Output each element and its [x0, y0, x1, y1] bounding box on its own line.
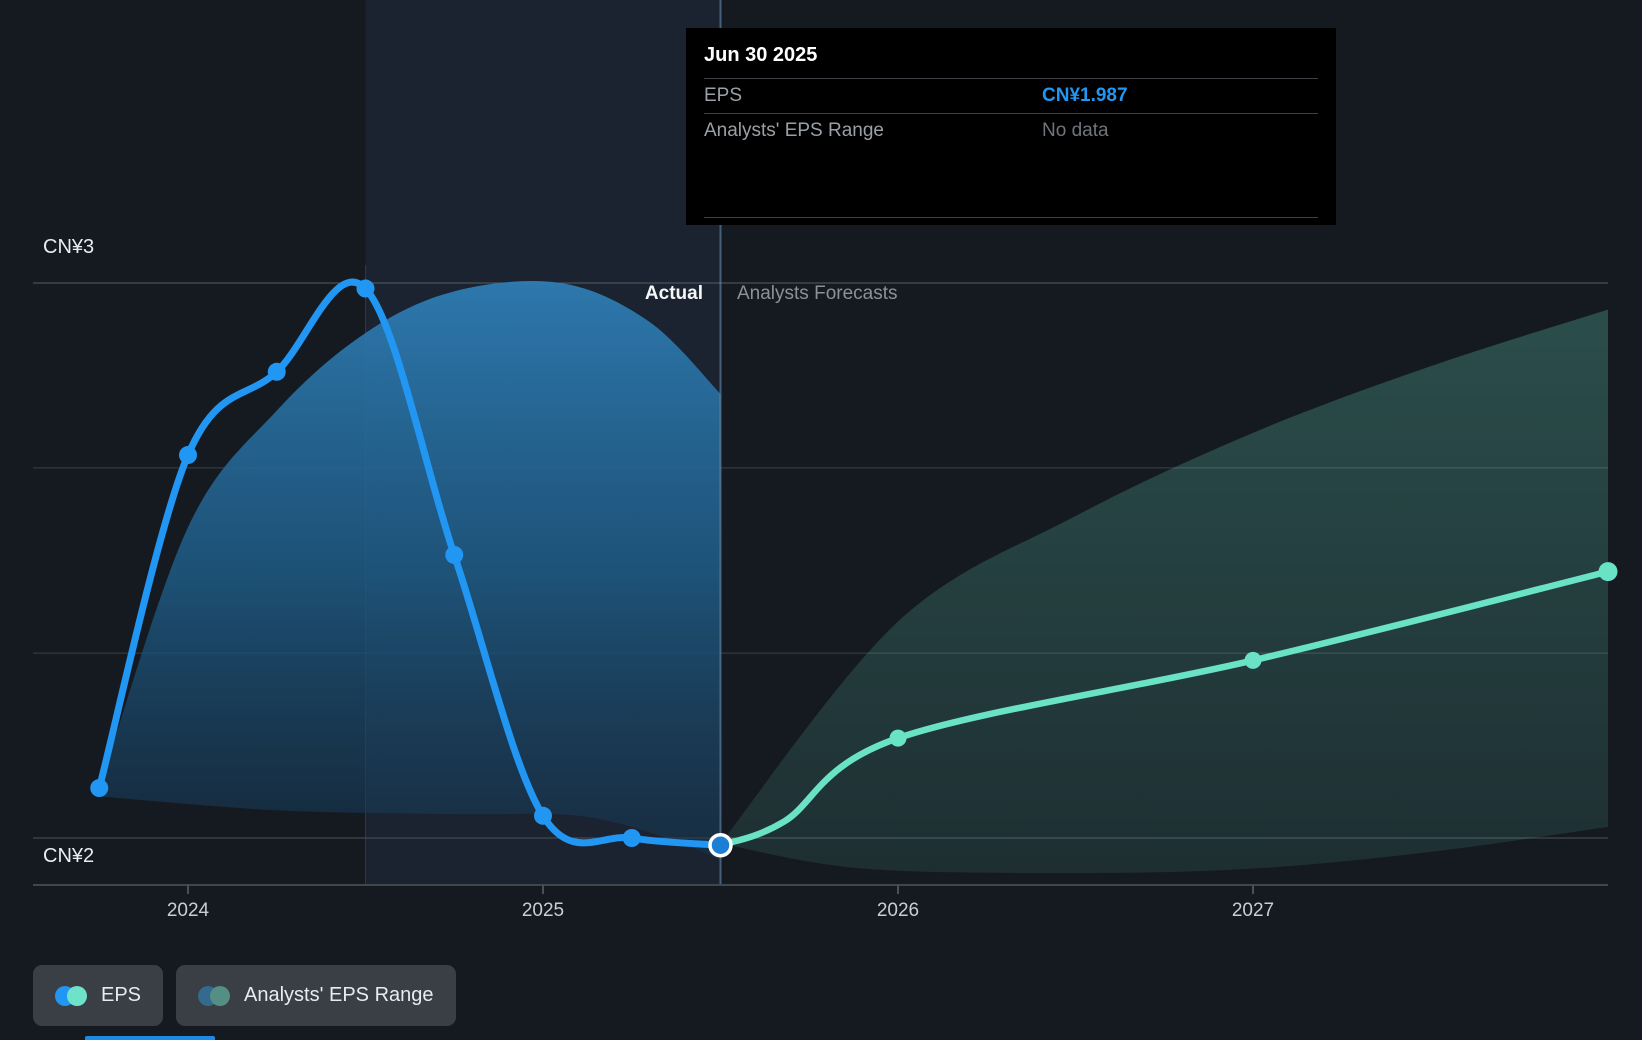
eps-current-point[interactable]	[708, 832, 733, 858]
tooltip-date: Jun 30 2025	[704, 44, 818, 66]
actual-range-area	[99, 280, 721, 861]
eps-actual-point	[267, 362, 286, 381]
tooltip-range-value: No data	[1042, 120, 1109, 141]
eps-actual-point	[356, 279, 375, 298]
eps-actual-point	[90, 779, 109, 798]
tooltip-eps-value: CN¥1.987	[1042, 85, 1128, 106]
x-axis-label-2025: 2025	[521, 900, 565, 921]
tooltip-spacer	[704, 148, 1318, 217]
y-axis-label-cny2: CN¥2	[43, 845, 95, 867]
legend-toggle-eps[interactable]: EPS	[33, 965, 164, 1026]
eps-forecast-line	[717, 568, 1612, 849]
tooltip-row-eps-range: Analysts' EPS Range No data	[704, 114, 1318, 148]
tooltip-divider	[704, 78, 1318, 79]
legend-eps-label: EPS	[101, 984, 142, 1006]
y-axis-label-cny3: CN¥3	[43, 236, 95, 258]
eps-teal-dot-icon	[67, 985, 87, 1006]
x-axis-label-2024: 2024	[166, 900, 210, 921]
eps-forecast-point	[889, 729, 907, 747]
eps-forecast-point	[1598, 562, 1618, 582]
tooltip-divider	[704, 113, 1318, 114]
legend-toggle-eps-range[interactable]: Analysts' EPS Range	[176, 965, 456, 1026]
range-teal-dot-icon	[210, 985, 231, 1006]
eps-actual-point	[179, 446, 197, 465]
tooltip-row-eps: EPS CN¥1.987	[704, 79, 1318, 113]
tooltip-range-label: Analysts' EPS Range	[704, 120, 884, 141]
x-axis-label-2026: 2026	[876, 900, 920, 921]
eps-range-legend-icon	[198, 985, 231, 1006]
x-axis-label-2027: 2027	[1231, 900, 1275, 921]
forecast-section-label: Analysts Forecasts	[737, 283, 898, 304]
eps-forecast-point	[1244, 651, 1262, 669]
eps-legend-icon	[55, 985, 87, 1006]
eps-actual-point	[534, 806, 552, 825]
tooltip-divider	[704, 217, 1318, 218]
chart-legend: EPS Analysts' EPS Range	[33, 965, 456, 1026]
eps-actual-point	[622, 829, 641, 847]
eps-actual-point	[445, 545, 464, 564]
chart-tooltip: Jun 30 2025 EPS CN¥1.987 Analysts' EPS R…	[686, 28, 1336, 225]
partial-button-edge[interactable]	[85, 1036, 215, 1040]
legend-eps-range-label: Analysts' EPS Range	[244, 984, 434, 1006]
forecast-range-area	[720, 309, 1608, 873]
tooltip-eps-label: EPS	[704, 85, 743, 106]
actual-section-label: Actual	[644, 283, 703, 304]
